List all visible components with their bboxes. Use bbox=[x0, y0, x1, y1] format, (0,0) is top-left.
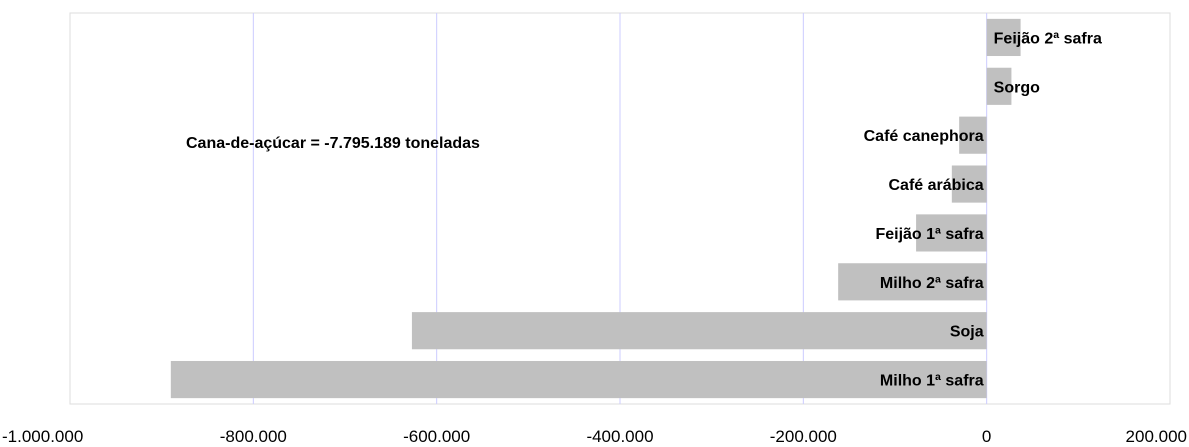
bar-label: Café canephora bbox=[864, 128, 984, 145]
bar-label: Café arábica bbox=[888, 177, 983, 194]
bar bbox=[171, 361, 987, 398]
x-tick-label: -400.000 bbox=[586, 427, 653, 446]
x-tick-label: -600.000 bbox=[403, 427, 470, 446]
x-tick-label: -800.000 bbox=[220, 427, 287, 446]
bar-label: Milho 1ª safra bbox=[880, 373, 984, 390]
x-tick-label: 0 bbox=[982, 427, 991, 446]
bar-label: Milho 2ª safra bbox=[880, 275, 984, 292]
bar bbox=[412, 312, 987, 349]
x-tick-label: 200.000 bbox=[1126, 427, 1187, 446]
annotation: Cana-de-açúcar = -7.795.189 toneladas bbox=[186, 135, 480, 152]
bar-label: Feijão 2ª safra bbox=[994, 30, 1102, 47]
x-axis-ticks: -1.000.000 -800.000 -600.000 -400.000 -200.0… bbox=[2, 427, 1187, 446]
bar-label: Sorgo bbox=[994, 79, 1040, 96]
x-tick-label: -200.000 bbox=[770, 427, 837, 446]
x-tick-label: -1.000.000 bbox=[2, 427, 83, 446]
bar-label: Feijão 1ª safra bbox=[875, 226, 983, 243]
bar-label: Soja bbox=[950, 324, 984, 341]
